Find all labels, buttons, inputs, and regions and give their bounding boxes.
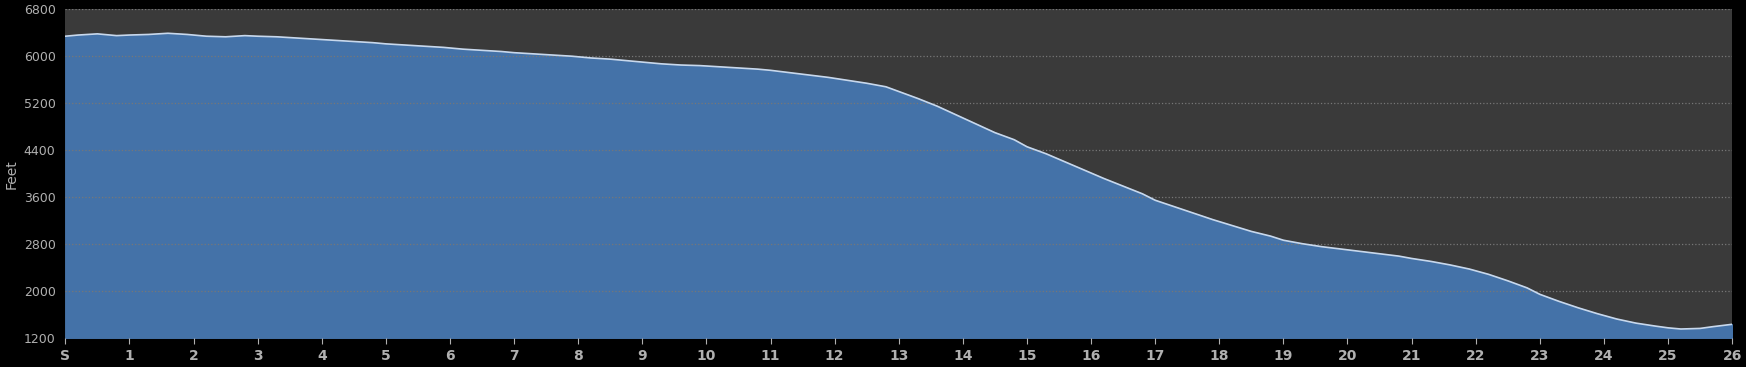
Y-axis label: Feet: Feet (3, 159, 17, 189)
